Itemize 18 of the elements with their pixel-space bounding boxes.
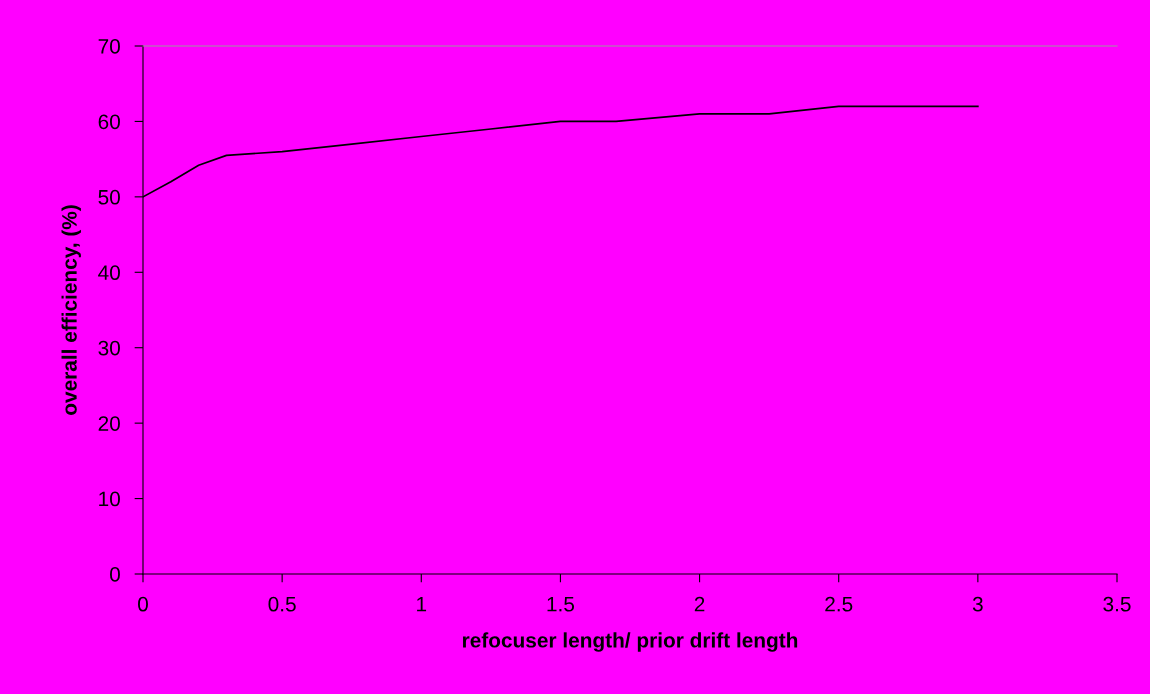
y-tick-label: 0 xyxy=(110,567,120,582)
x-tick-label: 0.5 xyxy=(268,596,296,612)
y-tick-label: 20 xyxy=(98,416,120,431)
y-tick-label: 10 xyxy=(99,491,120,507)
y-axis-title: overall efficiency, (%) xyxy=(61,205,81,415)
x-tick-label: 2.5 xyxy=(825,596,853,612)
y-tick-label: 40 xyxy=(98,265,120,281)
y-tick-label: 30 xyxy=(98,340,120,356)
x-tick-label: 1.5 xyxy=(547,596,575,612)
x-tick-label: 1 xyxy=(417,596,427,612)
x-tick-label: 2 xyxy=(694,596,705,612)
x-tick-label: 3 xyxy=(972,596,983,612)
y-tick-label: 70 xyxy=(98,39,120,54)
y-tick-label: 50 xyxy=(98,189,120,205)
x-tick-label: 3.5 xyxy=(1103,596,1131,612)
x-axis-title: refocuser length/ prior drift length xyxy=(462,632,798,652)
y-tick-label: 60 xyxy=(98,114,120,130)
x-tick-label: 0 xyxy=(138,596,148,612)
